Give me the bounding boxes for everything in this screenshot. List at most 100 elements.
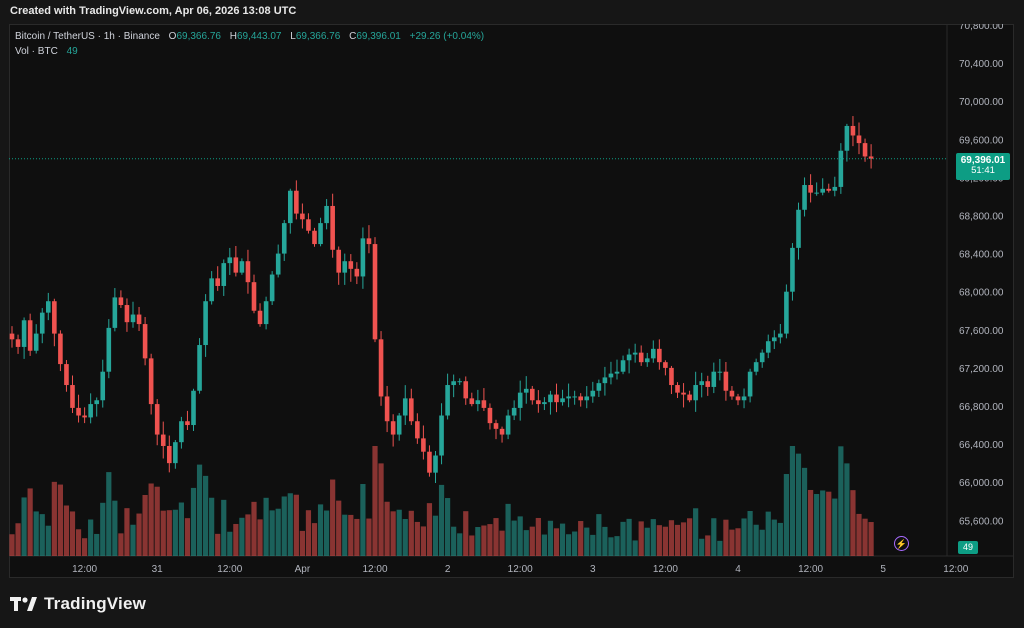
volume-bar xyxy=(57,484,63,556)
volume-bar xyxy=(166,510,172,556)
candle-body xyxy=(499,428,505,435)
volume-bar xyxy=(814,494,820,556)
candle-body xyxy=(808,185,813,193)
volume-bar xyxy=(438,484,445,556)
candle-body xyxy=(318,223,323,245)
candle-body xyxy=(378,339,384,397)
volume-bar xyxy=(136,513,142,556)
volume-bar xyxy=(287,493,293,556)
volume-bar xyxy=(251,501,257,556)
price-tick-label: 68,400.00 xyxy=(959,250,1004,261)
candle-body xyxy=(814,192,819,194)
candle-body xyxy=(856,135,862,144)
lightning-icon[interactable]: ⚡ xyxy=(894,536,909,551)
volume-bar xyxy=(505,503,511,556)
volume-badge: 49 xyxy=(958,541,978,554)
volume-label[interactable]: Vol · BTC xyxy=(15,46,58,57)
volume-bar xyxy=(590,534,596,556)
candle-body xyxy=(106,327,112,372)
volume-bar xyxy=(245,514,251,556)
volume-bar xyxy=(795,453,802,556)
volume-bar xyxy=(535,517,541,556)
price-tick-label: 68,800.00 xyxy=(959,211,1004,222)
candle-body xyxy=(560,398,565,403)
candle-body xyxy=(58,333,63,365)
candle-body xyxy=(784,291,789,334)
volume-bar xyxy=(305,510,312,556)
candle-body xyxy=(523,388,529,393)
volume-bar xyxy=(233,523,239,556)
volume-bar xyxy=(765,511,771,556)
volume-bar xyxy=(366,518,372,556)
time-tick-label: 3 xyxy=(590,564,596,575)
candle-body xyxy=(82,415,87,418)
candles xyxy=(9,116,874,484)
candle-body xyxy=(360,238,366,277)
volume-bar xyxy=(69,511,76,556)
credit-text: Created with TradingView.com, Apr 06, 20… xyxy=(10,5,297,17)
volume-bar xyxy=(154,486,160,556)
candle-body xyxy=(39,312,45,334)
volume-bar xyxy=(487,524,493,556)
candle-body xyxy=(826,188,832,191)
time-tick-label: 31 xyxy=(152,564,164,575)
time-tick-label: 12:00 xyxy=(72,564,97,575)
candle-body xyxy=(511,407,517,416)
candle-body xyxy=(203,301,208,346)
price-scale[interactable]: 70,800.0070,400.0070,000.0069,600.0069,2… xyxy=(959,24,1004,527)
candle-body xyxy=(820,188,825,193)
close-value: 69,396.01 xyxy=(356,31,401,42)
candle-body xyxy=(717,371,723,373)
volume-bar xyxy=(354,518,360,556)
candle-body xyxy=(288,190,293,224)
candle-body xyxy=(94,400,99,405)
volume-bar xyxy=(578,521,584,556)
candle-body xyxy=(130,314,136,323)
volume-bar xyxy=(203,475,209,556)
candlestick-chart[interactable]: 70,800.0070,400.0070,000.0069,600.0069,2… xyxy=(9,24,1014,578)
volume-bar xyxy=(832,498,838,556)
volume-bar xyxy=(687,518,693,556)
candle-body xyxy=(251,282,257,311)
price-tick-label: 66,400.00 xyxy=(959,440,1004,451)
candle-body xyxy=(415,421,420,439)
volume-bar xyxy=(602,526,608,556)
candle-body xyxy=(663,362,668,368)
candle-body xyxy=(445,385,450,416)
volume-bar xyxy=(269,510,275,556)
price-tick-label: 67,600.00 xyxy=(959,326,1004,337)
volume-bar xyxy=(638,521,644,556)
volume-bar xyxy=(626,518,632,556)
volume-bar xyxy=(668,520,675,556)
candle-body xyxy=(148,358,154,405)
candle-body xyxy=(729,390,735,397)
candle-body xyxy=(312,230,317,245)
candle-body xyxy=(427,451,432,473)
candle-body xyxy=(294,190,299,214)
volume-bar xyxy=(717,540,723,556)
volume-bar xyxy=(656,525,662,556)
volume-bar xyxy=(463,511,469,556)
candle-body xyxy=(300,213,305,220)
candle-body xyxy=(735,396,741,401)
volume-bar xyxy=(529,526,535,556)
volume-bar xyxy=(850,490,856,556)
candle-body xyxy=(699,381,704,386)
price-tick-label: 70,800.00 xyxy=(959,24,1004,32)
volume-bar xyxy=(481,525,487,556)
candle-body xyxy=(209,278,214,302)
symbol-label[interactable]: Bitcoin / TetherUS · 1h · Binance xyxy=(15,31,160,42)
low-key: L xyxy=(290,31,296,42)
volume-bar xyxy=(693,508,699,556)
candle-body xyxy=(27,320,33,351)
volume-bar xyxy=(426,503,433,556)
time-scale[interactable]: 12:00 31 12:00 Apr 12:00 2 12:00 3 12:00 4 12:00 5 1… xyxy=(72,564,1014,575)
candle-body xyxy=(396,415,402,435)
volume-bar xyxy=(39,514,45,556)
candle-body xyxy=(64,364,69,386)
volume-bar xyxy=(390,511,396,556)
candle-body xyxy=(52,301,57,334)
volume-bar xyxy=(747,511,753,556)
volume-bar xyxy=(221,499,227,556)
volume-bar xyxy=(378,463,384,556)
